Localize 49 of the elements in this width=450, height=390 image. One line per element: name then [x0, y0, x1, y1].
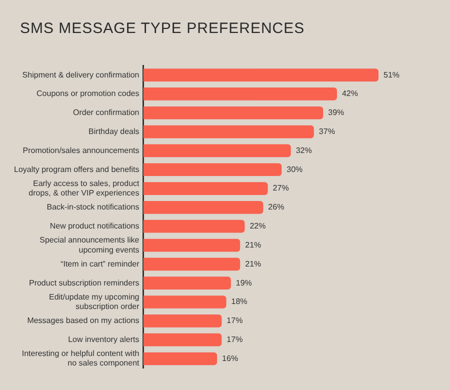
y-tick-label: Back-in-stock notifications — [46, 202, 140, 212]
bar — [143, 182, 268, 195]
data-label: 37% — [318, 126, 335, 136]
y-tick-label: Low inventory alerts — [68, 335, 140, 344]
bar — [143, 144, 291, 158]
bar — [143, 220, 245, 233]
y-tick-label: Order confirmation — [73, 108, 140, 118]
data-label: 27% — [272, 184, 289, 193]
y-tick-label: Shipment & delivery confirmation — [22, 70, 140, 80]
y-tick-label: Interesting or helpful content with no sales component — [22, 349, 140, 368]
y-tick-label: Special announcements like upcoming events — [40, 236, 140, 254]
y-tick-label: “Item in cart” reminder — [60, 259, 140, 268]
bar — [143, 68, 378, 82]
bar — [143, 258, 240, 271]
data-label: 17% — [226, 335, 243, 344]
data-label: 19% — [236, 278, 252, 288]
bar — [143, 125, 314, 138]
y-tick-label: Loyalty program offers and benefits — [14, 164, 140, 174]
data-label: 18% — [231, 297, 248, 306]
data-label: 39% — [328, 108, 344, 118]
data-label: 32% — [296, 146, 312, 155]
bar — [143, 88, 337, 100]
data-label: 21% — [245, 259, 262, 268]
data-label: 42% — [342, 89, 358, 98]
data-label: 16% — [222, 354, 238, 363]
bar — [143, 163, 282, 176]
data-label: 17% — [226, 316, 243, 326]
y-tick-label: Birthday deals — [88, 126, 140, 136]
bar — [143, 276, 231, 290]
bar — [143, 352, 218, 366]
y-tick-label: New product notifications — [50, 222, 140, 231]
data-label: 21% — [245, 240, 262, 250]
y-tick-label: Product subscription reminders — [28, 278, 140, 288]
y-tick-label: Early access to sales, product drops, & other VIP experiences — [28, 178, 140, 198]
bar — [143, 333, 222, 346]
data-label: 26% — [268, 202, 284, 212]
data-label: 51% — [383, 70, 400, 80]
bar — [143, 201, 264, 214]
data-label: 30% — [286, 164, 303, 174]
bar — [143, 106, 324, 120]
bar — [143, 238, 240, 252]
y-tick-label: Coupons or promotion codes — [36, 89, 140, 98]
chart-title: SMS MESSAGE TYPE PREFERENCES — [20, 20, 305, 37]
bar — [143, 314, 222, 328]
bar — [143, 296, 226, 308]
y-tick-label: Promotion/sales announcements — [22, 146, 140, 155]
y-tick-label: Messages based on my actions — [27, 316, 140, 326]
y-tick-label: Edit/update my upcoming subscription order — [48, 292, 140, 312]
data-label: 22% — [250, 222, 266, 231]
